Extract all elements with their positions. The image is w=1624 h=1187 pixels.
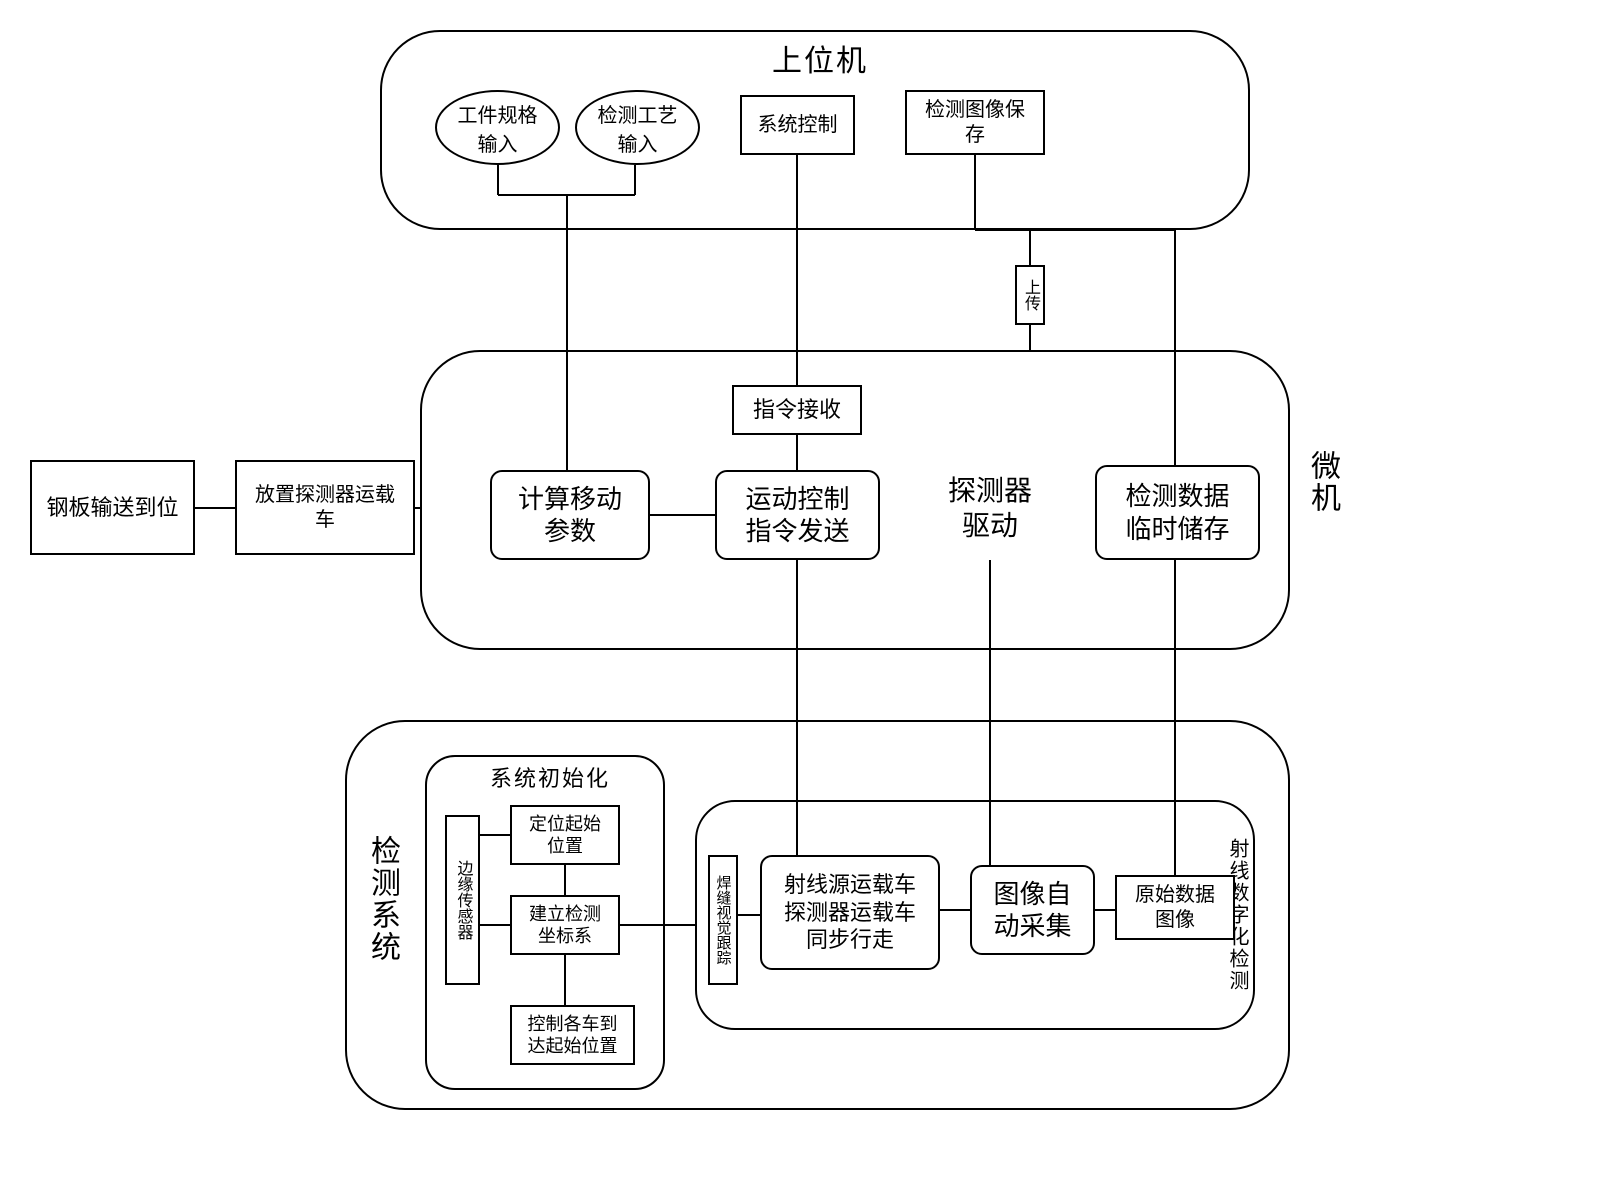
label: 运动控制 指令发送: [745, 483, 849, 548]
label: 计算移动 参数: [518, 483, 622, 548]
node-build-coord: 建立检测 坐标系: [510, 895, 620, 955]
node-raw-img: 原始数据 图像: [1115, 875, 1235, 940]
node-calc-move: 计算移动 参数: [490, 470, 650, 560]
title-micro: 微机: [1300, 450, 1344, 514]
label: 放置探测器运载 车: [255, 483, 395, 533]
node-cmd-receive: 指令接收: [732, 385, 862, 435]
title-sysinit: 系统初始化: [490, 763, 610, 791]
label: 原始数据 图像: [1135, 883, 1215, 933]
node-weld-track: 焊缝视觉跟踪: [708, 855, 738, 985]
label: 系统控制: [758, 113, 838, 138]
label: 指令接收: [753, 396, 841, 424]
node-detect-process: 检测工艺 输入: [575, 90, 700, 165]
node-edge-sensor: 边缘传感器: [445, 815, 480, 985]
node-image-auto: 图像自 动采集: [970, 865, 1095, 955]
node-ctrl-cars: 控制各车到 达起始位置: [510, 1005, 635, 1065]
label: 上传: [1018, 279, 1042, 311]
title-detect: 检测系统: [360, 835, 404, 963]
label: 探测器 驱动: [948, 473, 1032, 543]
node-sys-control: 系统控制: [740, 95, 855, 155]
title-upper: 上位机: [760, 38, 880, 78]
label: 图像自 动采集: [993, 878, 1071, 943]
node-image-save: 检测图像保 存: [905, 90, 1045, 155]
label: 建立检测 坐标系: [529, 903, 601, 948]
label: 检测数据 临时储存: [1125, 480, 1229, 545]
node-place-detector: 放置探测器运载 车: [235, 460, 415, 555]
label: 控制各车到 达起始位置: [528, 1013, 618, 1058]
label: 检测工艺 输入: [598, 99, 678, 157]
node-upload: 上传: [1015, 265, 1045, 325]
label: 焊缝视觉跟踪: [713, 875, 734, 965]
label: 定位起始 位置: [529, 813, 601, 858]
node-pos-start: 定位起始 位置: [510, 805, 620, 865]
label: 工件规格 输入: [458, 99, 538, 157]
node-detector-drive: 探测器 驱动: [920, 455, 1060, 560]
label: 钢板输送到位: [46, 494, 178, 522]
node-sync-walk: 射线源运载车 探测器运载车 同步行走: [760, 855, 940, 970]
label: 射线源运载车 探测器运载车 同步行走: [784, 871, 916, 954]
node-data-temp: 检测数据 临时储存: [1095, 465, 1260, 560]
label: 检测图像保 存: [925, 98, 1025, 148]
node-workpiece-spec: 工件规格 输入: [435, 90, 560, 165]
label: 边缘传感器: [451, 860, 475, 940]
node-motion-send: 运动控制 指令发送: [715, 470, 880, 560]
node-steel-plate: 钢板输送到位: [30, 460, 195, 555]
